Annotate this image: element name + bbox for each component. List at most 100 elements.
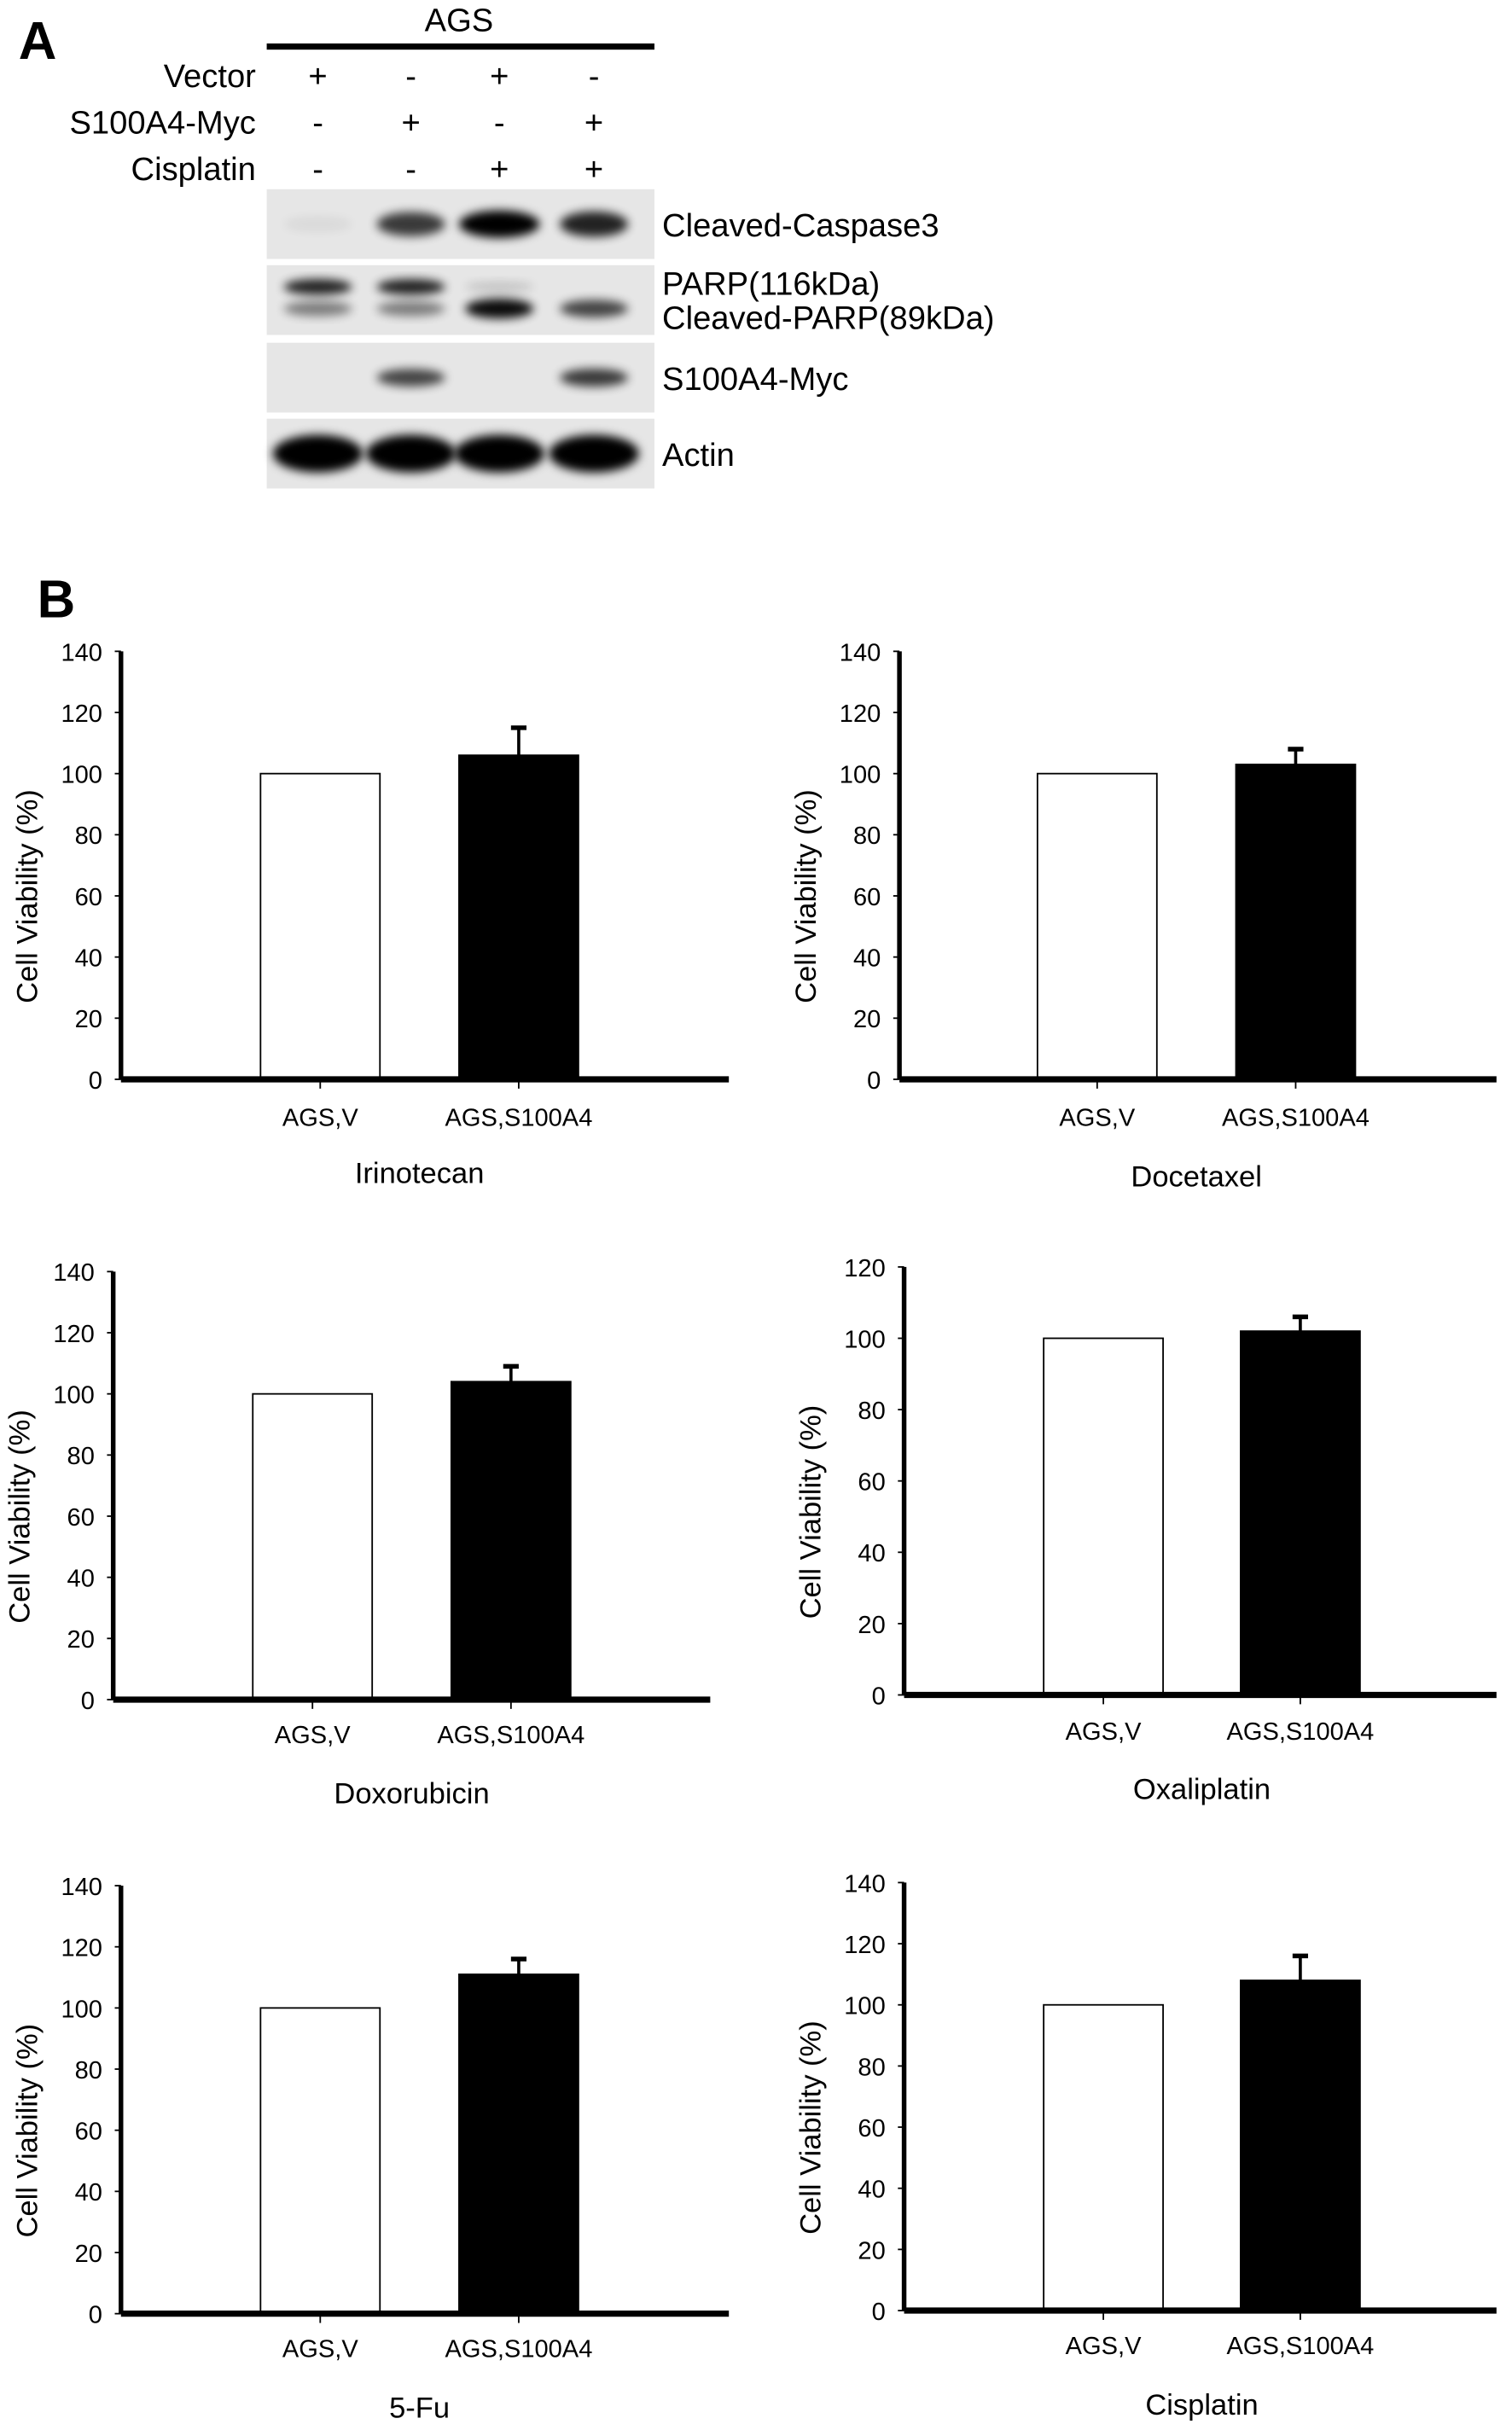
category-label: AGS,S100A4 [1226,1718,1374,1746]
cell-line-label: AGS [425,2,494,38]
y-tick-label: 120 [840,701,881,728]
condition-label: Vector [164,58,256,95]
category-label: AGS,S100A4 [445,2336,592,2363]
bar-ags-v [1043,2003,1164,2311]
blot-band [560,211,629,237]
chart-title: Irinotecan [355,1158,485,1190]
chart-docetaxel: AGS,V AGS,S100A4 0 20 40 60 80 100 120 140 Cell Vi… [790,639,1497,1193]
category-label: AGS,S100A4 [437,1722,584,1749]
y-tick-label: 40 [858,1540,885,1567]
y-tick-label: 60 [858,1469,885,1497]
y-axis-label: Cell Viability (%) [794,2020,827,2235]
western-blot-panel: A AGS Vector + - + - S100A4-Myc - + - + Cisplatin -… [19,2,995,489]
condition-sign: - [405,151,416,188]
blot-label: PARP(116kDa) [662,265,880,302]
bar-ags-s100a4 [1240,1979,1361,2311]
blot-label: Actin [662,437,735,474]
y-tick-label: 60 [75,2119,102,2146]
y-tick-label: 140 [61,1874,102,1901]
category-label: AGS,V [275,1722,351,1749]
bar-ags-s100a4 [450,1381,572,1700]
blot-band [560,299,629,318]
y-tick-label: 20 [75,2241,102,2268]
blot-band [272,434,363,473]
chart-title: Docetaxel [1131,1160,1261,1193]
y-tick-label: 120 [61,701,102,728]
y-tick-label: 40 [853,945,881,973]
condition-sign: - [589,58,600,95]
condition-sign: + [584,104,603,141]
y-tick-label: 0 [81,1688,95,1715]
category-label: AGS,V [1059,1104,1135,1131]
bar-ags-v [259,772,381,1080]
y-tick-label: 100 [840,762,881,789]
condition-label: Cisplatin [131,151,256,188]
y-tick-label: 140 [844,1870,886,1898]
y-tick-label: 100 [844,1993,886,2020]
y-tick-label: 60 [75,884,102,911]
blot-label: Cleaved-Caspase3 [662,207,939,244]
y-tick-label: 20 [858,1612,885,1639]
y-tick-label: 100 [53,1382,95,1410]
y-tick-label: 20 [67,1626,95,1654]
y-tick-label: 20 [858,2237,885,2264]
panel-b-letter: B [38,570,76,629]
cell-line-bar [266,43,654,50]
condition-sign: + [308,58,327,95]
panel-a-letter: A [19,12,57,71]
chart-cisplatin: AGS,V AGS,S100A4 0 20 40 60 80 100 120 140 Cell Vi… [794,1870,1497,2421]
chart-doxorubicin: AGS,V AGS,S100A4 0 20 40 60 80 100 120 140 Cell Vi… [4,1259,711,1811]
blot-band [560,368,629,387]
y-tick-label: 120 [844,1255,886,1282]
y-tick-label: 60 [858,2115,885,2142]
y-tick-label: 80 [853,823,881,850]
y-tick-label: 100 [844,1326,886,1353]
y-axis-label: Cell Viability (%) [12,789,44,1003]
y-tick-label: 80 [75,2057,102,2084]
y-tick-label: 80 [858,1398,885,1425]
condition-sign: - [312,151,323,188]
y-tick-label: 140 [53,1259,95,1287]
category-label: AGS,V [1066,1718,1142,1746]
blot-band [376,212,445,236]
blot-band [549,434,639,473]
y-tick-label: 0 [89,2302,102,2329]
condition-label: S100A4-Myc [69,104,255,141]
chart-title: Oxaliplatin [1133,1773,1271,1805]
chart-5-fu: AGS,V AGS,S100A4 0 20 40 60 80 100 120 140 Cell Vi… [12,1874,730,2424]
y-tick-label: 120 [53,1321,95,1348]
condition-sign: + [490,58,509,95]
category-label: AGS,V [282,2336,358,2363]
bar-ags-v [1036,772,1158,1080]
bar-ags-s100a4 [1235,764,1357,1080]
bar-ags-v [1043,1337,1164,1696]
y-tick-label: 0 [872,1683,886,1710]
bar-ags-s100a4 [458,754,579,1080]
bar-ags-s100a4 [458,1974,579,2315]
y-tick-label: 0 [872,2299,886,2326]
y-tick-label: 80 [67,1443,95,1470]
blot-label: S100A4-Myc [662,361,848,398]
blot-band [376,369,445,387]
y-tick-label: 40 [75,2179,102,2206]
y-axis-label: Cell Viability (%) [12,2024,44,2238]
y-axis-label: Cell Viability (%) [4,1410,37,1624]
condition-sign: - [494,104,505,141]
y-tick-label: 140 [840,639,881,666]
condition-sign: + [490,151,509,188]
y-tick-label: 80 [75,823,102,850]
blot-band [465,282,534,293]
y-tick-label: 20 [853,1006,881,1033]
chart-title: 5-Fu [389,2392,450,2424]
y-tick-label: 60 [67,1504,95,1532]
blot-band [376,278,445,295]
category-label: AGS,V [282,1104,358,1131]
blot-band [458,210,540,238]
y-tick-label: 80 [858,2054,885,2081]
y-tick-label: 100 [61,1996,102,2023]
chart-title: Doxorubicin [334,1778,489,1811]
blot-band [376,300,445,317]
bar-ags-s100a4 [1240,1330,1361,1696]
chart-irinotecan: AGS,V AGS,S100A4 0 20 40 60 80 100 120 140 Cell Vi… [12,639,730,1190]
